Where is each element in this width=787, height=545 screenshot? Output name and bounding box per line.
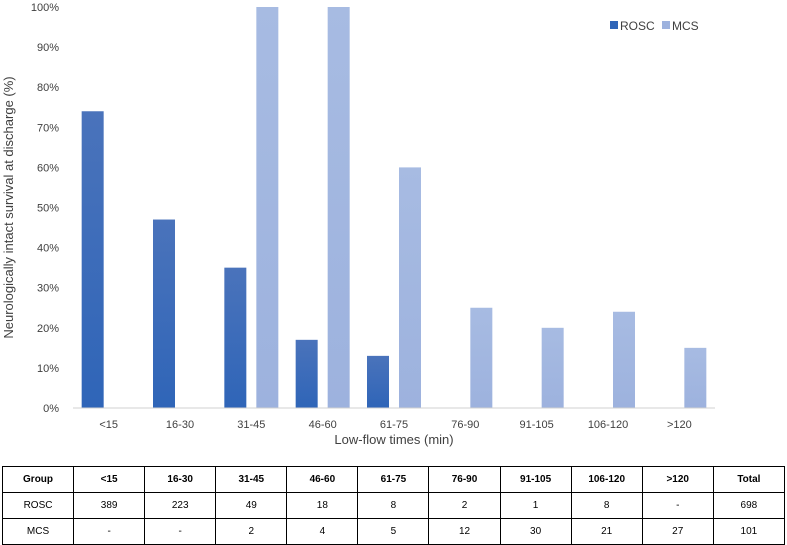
legend-swatch-mcs: [662, 21, 670, 29]
y-tick-label: 90%: [37, 42, 59, 54]
legend-label-mcs: MCS: [672, 19, 699, 33]
bar-mcs-3: [327, 7, 350, 408]
table-header-cell: <15: [73, 466, 146, 493]
table-cell: -: [641, 492, 714, 519]
legend-label-rosc: ROSC: [620, 19, 655, 33]
bar-mcs-8: [684, 347, 707, 408]
x-tick-label: 91-105: [520, 419, 554, 431]
y-tick-label: 70%: [37, 122, 59, 134]
table-cell: 5: [357, 518, 430, 545]
table-cell: 8: [357, 492, 430, 519]
table-cell: 2: [215, 518, 288, 545]
table-cell: 223: [144, 492, 217, 519]
table-header-cell: 106-120: [570, 466, 643, 493]
y-axis-title: Neurologically intact survival at discha…: [1, 76, 16, 338]
table-row: ROSC 389 223 49 18 8 2 1 8-698: [1, 492, 786, 519]
x-tick-label: <15: [99, 419, 118, 431]
y-tick-label: 20%: [37, 323, 59, 335]
table-header-cell: Group: [1, 466, 75, 493]
bar-mcs-7: [613, 311, 635, 408]
table-header-cell: 61-75: [357, 466, 430, 493]
table-row: MCS - -2 4 5 12 30 21 27 101: [1, 518, 786, 545]
table-cell: 12: [428, 518, 501, 545]
table-cell: 2: [428, 492, 501, 519]
table-cell: 8: [570, 492, 643, 519]
y-tick-label: 80%: [37, 82, 59, 94]
table-cell: 21: [570, 518, 643, 545]
table-header-row: Group <15 16-30 31-45 46-60 61-75 76-90 91-105 1…: [1, 466, 786, 493]
x-tick-label: 76-90: [451, 419, 479, 431]
table-row-label: ROSC: [1, 492, 75, 519]
table-header-cell: 76-90: [428, 466, 501, 493]
bar-rosc-1: [153, 219, 175, 408]
bar-rosc-4: [367, 355, 389, 408]
y-tick-label: 40%: [37, 243, 59, 255]
legend: ROSC MCS: [610, 19, 699, 33]
x-tick-label: 106-120: [588, 419, 628, 431]
bars: [81, 7, 707, 408]
y-axis-ticks: 0% 10% 20% 30% 40% 50% 60% 70% 80% 90% 100%: [31, 2, 59, 415]
bar-rosc-2: [224, 267, 247, 408]
x-tick-label: 61-75: [380, 419, 408, 431]
y-tick-label: 0%: [43, 403, 59, 415]
y-tick-label: 100%: [31, 2, 59, 14]
x-tick-label: 46-60: [309, 419, 337, 431]
patient-count-table: Group <15 16-30 31-45 46-60 61-75 76-90 91-105 1…: [1, 466, 786, 545]
table-cell: 30: [499, 518, 572, 545]
x-axis-title: Low-flow times (min): [334, 432, 453, 447]
table-header-cell: 16-30: [144, 466, 217, 493]
y-tick-label: 30%: [37, 283, 59, 295]
y-tick-label: 60%: [37, 162, 59, 174]
bar-mcs-2: [256, 7, 279, 408]
legend-swatch-rosc: [610, 21, 618, 29]
table-cell: 18: [286, 492, 359, 519]
table-header-cell: >120: [641, 466, 714, 493]
x-axis-ticks: <15 16-30 31-45 46-60 61-75 76-90 91-105 106-12…: [99, 419, 691, 431]
bar-chart: 0% 10% 20% 30% 40% 50% 60% 70% 80% 90% 100% <15 16-…: [1, 2, 715, 447]
table-cell: 101: [712, 518, 786, 545]
table-cell: 27: [641, 518, 714, 545]
table-cell: -: [144, 518, 217, 545]
table-header-cell: 91-105: [499, 466, 572, 493]
table-cell: 389: [73, 492, 146, 519]
table-cell: 49: [215, 492, 288, 519]
table-header-cell: 46-60: [286, 466, 359, 493]
table-cell: 4: [286, 518, 359, 545]
bar-rosc-0: [81, 111, 104, 408]
bar-mcs-4: [399, 167, 421, 408]
x-tick-label: 31-45: [237, 419, 265, 431]
y-tick-label: 10%: [37, 363, 59, 375]
bar-mcs-6: [541, 327, 564, 408]
table-cell: 698: [712, 492, 786, 519]
bar-rosc-3: [295, 339, 318, 408]
x-tick-label: >120: [667, 419, 692, 431]
x-tick-label: 16-30: [166, 419, 194, 431]
table-cell: -: [73, 518, 146, 545]
table-header-cell: Total: [712, 466, 786, 493]
table-cell: 1: [499, 492, 572, 519]
table-row-label: MCS: [1, 518, 75, 545]
y-tick-label: 50%: [37, 203, 59, 215]
bar-mcs-5: [470, 307, 493, 408]
table-header-cell: 31-45: [215, 466, 288, 493]
